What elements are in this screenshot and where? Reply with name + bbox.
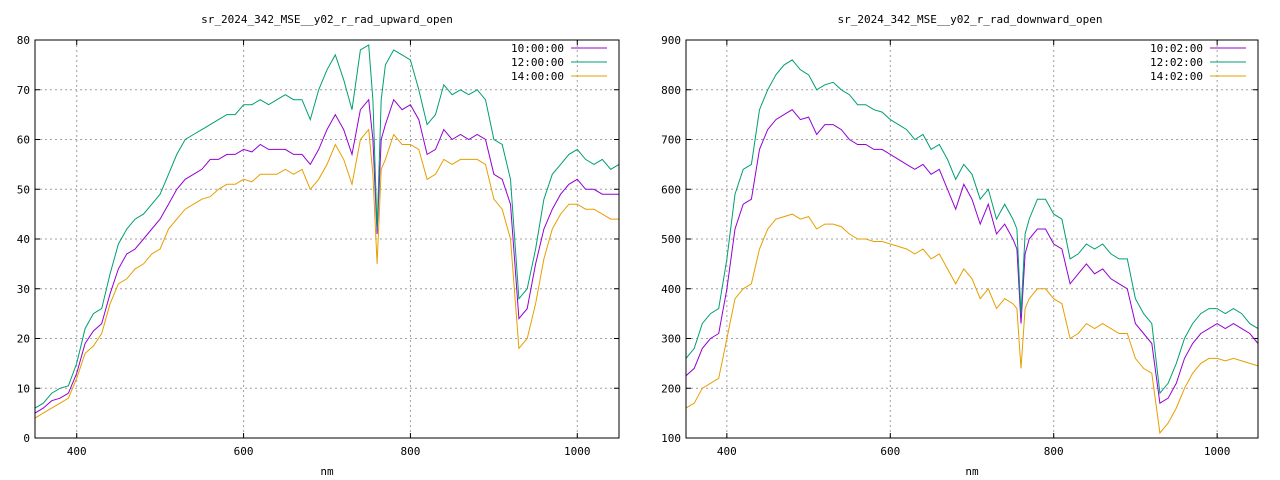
y-tick-label: 400: [661, 283, 681, 296]
x-tick-label: 400: [67, 445, 87, 458]
legend-label: 10:00:00: [511, 42, 564, 55]
y-tick-label: 900: [661, 34, 681, 47]
series-line-2: [34, 128, 619, 419]
y-tick-label: 30: [17, 283, 30, 296]
y-tick-label: 10: [17, 382, 30, 395]
x-tick-label: 1000: [564, 445, 591, 458]
y-tick-label: 70: [17, 84, 30, 97]
series-line-0: [685, 109, 1259, 405]
upward-radiance-chart: sr_2024_342_MSE__y02_r_rad_upward_open 0 1…: [17, 13, 620, 478]
x-tick-label: 1000: [1204, 445, 1231, 458]
x-tick-label: 800: [1044, 445, 1064, 458]
legend-label: 14:02:00: [1150, 70, 1203, 83]
x-tick-label: 600: [880, 445, 900, 458]
plot-frame: [685, 39, 1259, 439]
legend-label: 14:00:00: [511, 70, 564, 83]
y-tick-label: 100: [661, 432, 681, 445]
legend-label: 12:00:00: [511, 56, 564, 69]
legend-label: 12:02:00: [1150, 56, 1203, 69]
y-tick-label: 60: [17, 134, 30, 147]
series-line-1: [685, 59, 1259, 395]
x-tick-label: 800: [400, 445, 420, 458]
y-tick-label: 300: [661, 333, 681, 346]
chart-title: sr_2024_342_MSE__y02_r_rad_downward_open: [838, 13, 1103, 26]
y-tick-label: 700: [661, 134, 681, 147]
y-tick-label: 200: [661, 382, 681, 395]
x-tick-label: 400: [717, 445, 737, 458]
y-tick-label: 600: [661, 183, 681, 196]
series-line-2: [685, 213, 1259, 435]
x-axis-label: nm: [320, 465, 334, 478]
x-tick-label: 600: [234, 445, 254, 458]
chart-title: sr_2024_342_MSE__y02_r_rad_upward_open: [201, 13, 453, 26]
plot-frame: [34, 39, 620, 439]
y-tick-label: 40: [17, 233, 30, 246]
y-tick-label: 0: [23, 432, 30, 445]
y-tick-label: 80: [17, 34, 30, 47]
x-axis-label: nm: [965, 465, 979, 478]
series-line-0: [34, 98, 619, 414]
downward-radiance-chart: sr_2024_342_MSE__y02_r_rad_downward_open…: [661, 13, 1259, 478]
y-tick-label: 50: [17, 183, 30, 196]
y-tick-label: 500: [661, 233, 681, 246]
y-tick-label: 20: [17, 333, 30, 346]
legend-label: 10:02:00: [1150, 42, 1203, 55]
y-tick-label: 800: [661, 84, 681, 97]
series-line-1: [34, 44, 620, 409]
